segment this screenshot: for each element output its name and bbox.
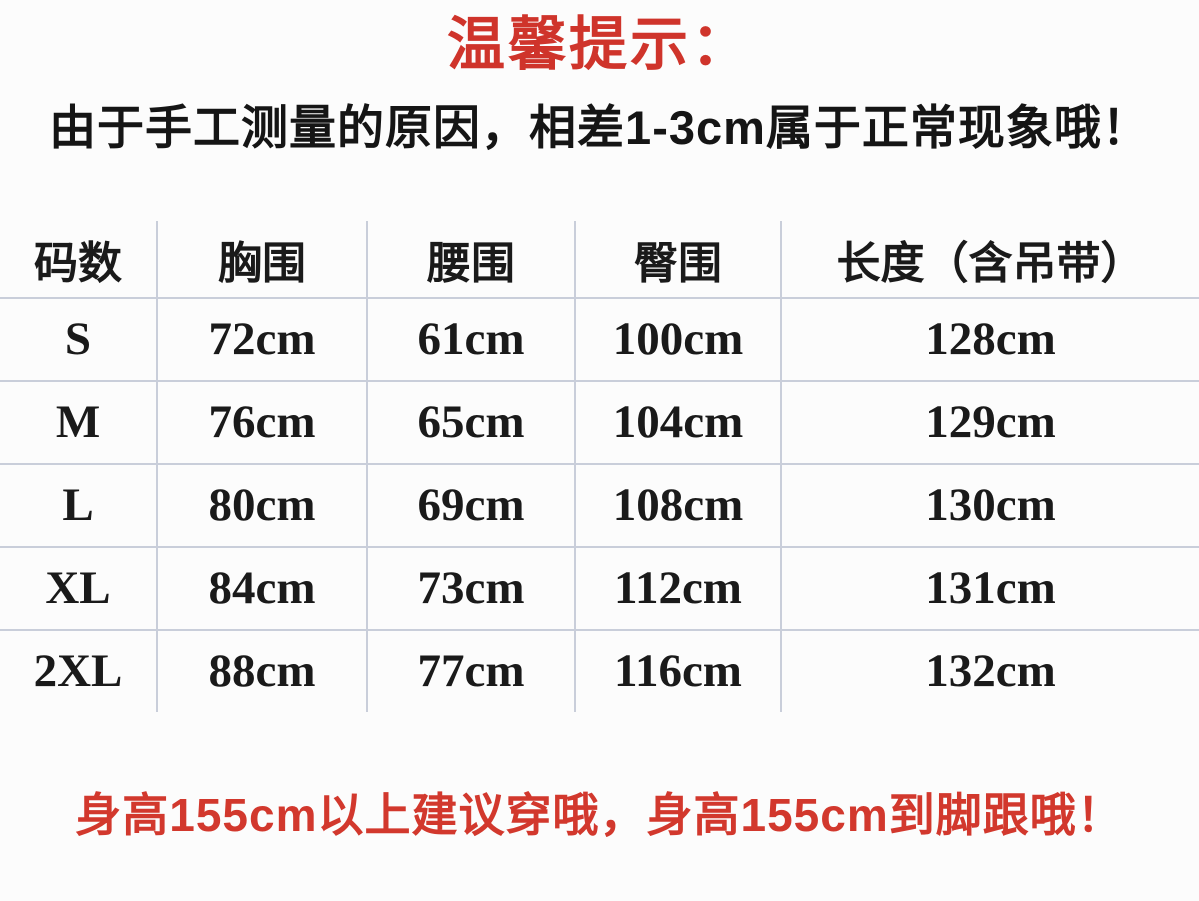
cell-waist: 61cm bbox=[367, 297, 576, 382]
cell-length: 130cm bbox=[781, 463, 1199, 548]
cell-bust: 76cm bbox=[157, 380, 368, 465]
cell-size: M bbox=[0, 380, 158, 465]
size-table: 码数 胸围 腰围 臀围 长度（含吊带） S 72cm 61cm 100cm 12… bbox=[0, 220, 1199, 712]
cell-waist: 77cm bbox=[367, 629, 576, 712]
size-table-header-row: 码数 胸围 腰围 臀围 长度（含吊带） bbox=[0, 220, 1199, 299]
cell-length: 132cm bbox=[925, 645, 1056, 698]
cell-hip: 104cm bbox=[575, 380, 782, 465]
page-title: 温馨提示： bbox=[446, 12, 752, 77]
cell-length: 128cm bbox=[781, 297, 1199, 382]
cell-bust: 72cm bbox=[157, 297, 368, 382]
size-row-xl: XL 84cm 73cm 112cm 131cm bbox=[0, 546, 1199, 631]
column-header-waist: 腰围 bbox=[367, 220, 576, 299]
column-header-size: 码数 bbox=[0, 220, 158, 299]
size-row-l: L 80cm 69cm 108cm 130cm bbox=[0, 463, 1199, 548]
cell-bust: 80cm bbox=[157, 463, 368, 548]
cell-length: 129cm bbox=[781, 380, 1199, 465]
size-row-m: M 76cm 65cm 104cm 129cm bbox=[0, 380, 1199, 465]
cell-waist: 69cm bbox=[367, 463, 576, 548]
cell-hip: 112cm bbox=[575, 546, 782, 631]
cell-size: S bbox=[0, 297, 158, 382]
cell-length: 131cm bbox=[781, 546, 1199, 631]
cell-waist: 65cm bbox=[367, 380, 576, 465]
size-row-2xl: 2XL 88cm 77cm 116cm 132cm bbox=[0, 629, 1199, 712]
cell-bust: 88cm bbox=[157, 629, 368, 712]
column-header-hip: 臀围 bbox=[575, 220, 782, 299]
cell-waist: 73cm bbox=[367, 546, 576, 631]
cell-size: XL bbox=[0, 546, 158, 631]
cell-hip: 116cm bbox=[575, 629, 782, 712]
column-header-length: 长度（含吊带） bbox=[781, 220, 1199, 299]
cell-hip: 100cm bbox=[575, 297, 782, 382]
cell-bust: 84cm bbox=[157, 546, 368, 631]
column-header-bust: 胸围 bbox=[157, 220, 368, 299]
cell-size: L bbox=[0, 463, 158, 548]
size-row-s: S 72cm 61cm 100cm 128cm bbox=[0, 297, 1199, 382]
cell-hip: 108cm bbox=[575, 463, 782, 548]
measurement-disclaimer: 由于手工测量的原因，相差1-3cm属于正常现象哦！ bbox=[49, 100, 1150, 154]
cell-size: 2XL bbox=[0, 629, 158, 712]
height-recommendation-note: 身高155cm以上建议穿哦，身高155cm到脚跟哦！ bbox=[75, 788, 1124, 841]
